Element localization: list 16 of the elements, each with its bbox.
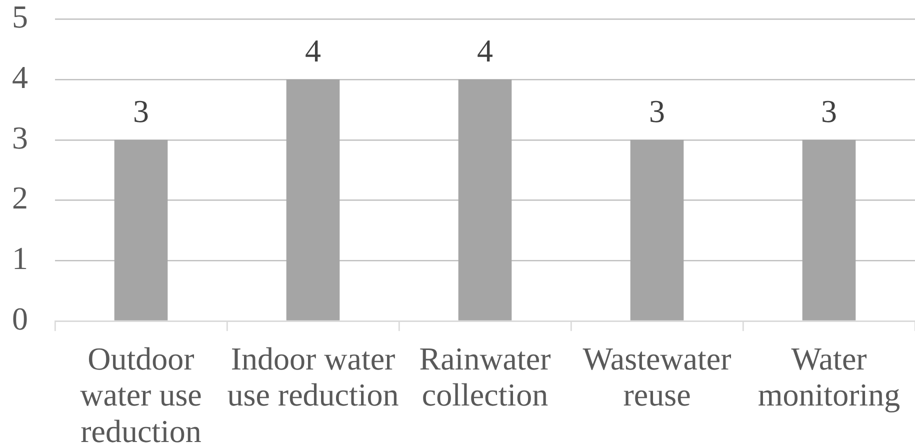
y-tick-label: 0 bbox=[12, 300, 28, 336]
x-tick-label: Indoor water use reduction bbox=[227, 340, 399, 413]
y-tick-label: 1 bbox=[12, 240, 28, 276]
data-label: 4 bbox=[477, 32, 493, 69]
data-label: 3 bbox=[649, 92, 665, 129]
data-label: 3 bbox=[821, 92, 837, 129]
x-tick-label: Water monitoring bbox=[758, 340, 900, 413]
y-tick-label: 2 bbox=[12, 180, 28, 216]
data-label: 3 bbox=[133, 92, 149, 129]
x-tick-label: Rainwater collection bbox=[419, 340, 552, 413]
y-tick-label: 3 bbox=[12, 119, 28, 156]
x-tick-label: Outdoor water use reduction bbox=[80, 340, 202, 448]
x-tick-label: Wastewater reuse bbox=[582, 340, 732, 413]
data-label: 4 bbox=[305, 32, 321, 69]
y-tick-label: 4 bbox=[12, 58, 28, 95]
y-tick-label: 5 bbox=[12, 0, 28, 35]
